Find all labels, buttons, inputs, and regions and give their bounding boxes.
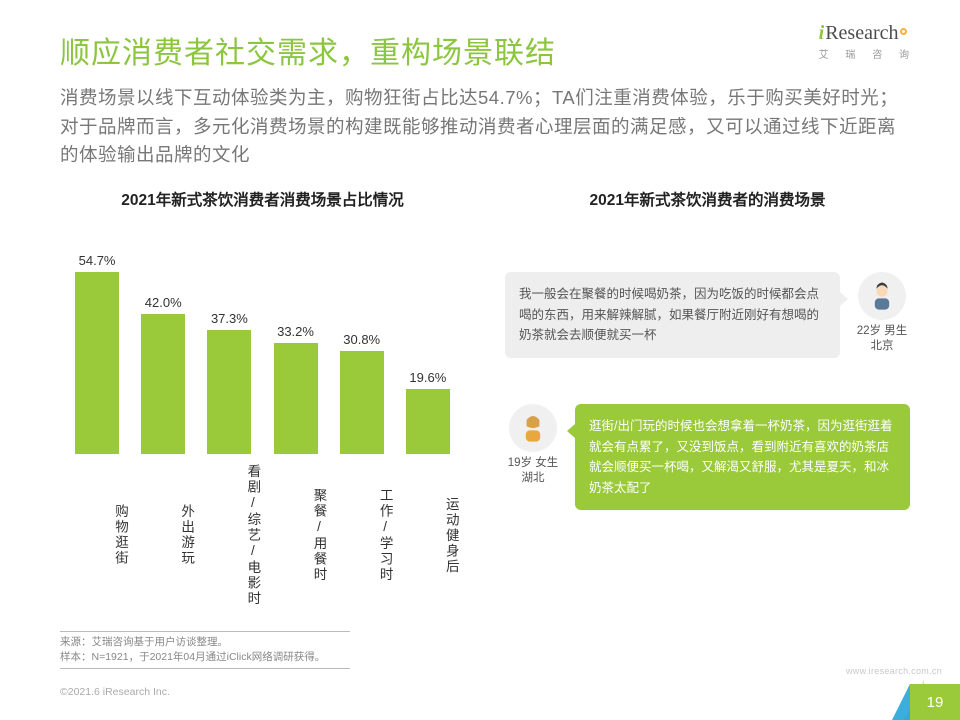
persona-1-avatar-col: 22岁 男生 北京 xyxy=(854,272,910,354)
persona-1-age: 22岁 男生 xyxy=(857,324,908,339)
x-axis-label: 看剧/综艺/电影时 xyxy=(196,464,262,607)
chart-column: 2021年新式茶饮消费者消费场景占比情况 54.7% 42.0% 37.3% 33.2… xyxy=(60,188,465,556)
bar-rect xyxy=(75,272,119,454)
x-axis-label: 聚餐/用餐时 xyxy=(263,464,329,607)
logo-dot-icon xyxy=(900,28,907,35)
bar-rect xyxy=(406,389,450,454)
bar-4: 30.8% xyxy=(329,332,395,454)
x-axis-label: 外出游玩 xyxy=(130,464,196,607)
bar-2: 37.3% xyxy=(196,311,262,454)
page-number: 19 xyxy=(910,684,960,720)
corner-decoration-icon xyxy=(892,684,910,720)
bar-value-label: 54.7% xyxy=(79,253,116,268)
page-subtitle: 消费场景以线下互动体验类为主，购物狂街占比达54.7%；TA们注重消费体验，乐于… xyxy=(60,84,910,170)
bar-value-label: 33.2% xyxy=(277,324,314,339)
bar-chart: 54.7%42.0%37.3%33.2%30.8%19.6% 购物逛街外出游玩看… xyxy=(60,244,465,544)
logo-text: Research xyxy=(825,22,898,45)
source-line-2: 样本：N=1921，于2021年04月通过iClick网络调研获得。 xyxy=(60,650,350,666)
bar-rect xyxy=(141,314,185,454)
content-row: 2021年新式茶饮消费者消费场景占比情况 54.7% 42.0% 37.3% 33.2… xyxy=(60,188,910,556)
persona-2: 19岁 女生 湖北 逛街/出门玩的时候也会想拿着一杯奶茶，因为逛街逛着就会有点累… xyxy=(505,404,910,511)
persona-2-quote: 逛街/出门玩的时候也会想拿着一杯奶茶，因为逛街逛着就会有点累了，又没到饭点，看到… xyxy=(575,404,910,511)
bar-value-label: 30.8% xyxy=(343,332,380,347)
bar-3: 33.2% xyxy=(263,324,329,454)
bar-rect xyxy=(274,343,318,454)
persona-2-avatar-col: 19岁 女生 湖北 xyxy=(505,404,561,486)
persona-2-city: 湖北 xyxy=(522,471,545,486)
page-title: 顺应消费者社交需求，重构场景联结 xyxy=(60,28,910,72)
source-note: 来源：艾瑞咨询基于用户访谈整理。 样本：N=1921，于2021年04月通过iC… xyxy=(60,629,350,673)
persona-1-city: 北京 xyxy=(871,339,894,354)
persona-1-quote: 我一般会在聚餐的时候喝奶茶，因为吃饭的时候都会点喝的东西，用来解辣解腻，如果餐厅… xyxy=(505,272,840,358)
female-avatar-icon xyxy=(509,404,557,452)
copyright: ©2021.6 iResearch Inc. xyxy=(60,686,170,698)
chart-title: 2021年新式茶饮消费者消费场景占比情况 xyxy=(60,188,465,210)
logo-subtitle: 艾 瑞 咨 询 xyxy=(819,46,916,61)
bar-rect xyxy=(207,330,251,454)
slide: i Research 艾 瑞 咨 询 顺应消费者社交需求，重构场景联结 消费场景… xyxy=(0,0,960,720)
persona-column: 2021年新式茶饮消费者的消费场景 我一般会在聚餐的时候喝奶茶，因为吃饭的时候都… xyxy=(505,188,910,556)
persona-1: 我一般会在聚餐的时候喝奶茶，因为吃饭的时候都会点喝的东西，用来解辣解腻，如果餐厅… xyxy=(505,272,910,358)
right-title: 2021年新式茶饮消费者的消费场景 xyxy=(505,188,910,210)
footer-url: www.iresearch.com.cn xyxy=(846,666,942,676)
bar-value-label: 42.0% xyxy=(145,295,182,310)
x-axis-label: 运动健身后 xyxy=(395,464,461,607)
x-axis-label: 购物逛街 xyxy=(64,464,130,607)
bar-value-label: 37.3% xyxy=(211,311,248,326)
persona-2-age: 19岁 女生 xyxy=(508,456,559,471)
bar-0: 54.7% xyxy=(64,253,130,454)
bar-1: 42.0% xyxy=(130,295,196,454)
bar-5: 19.6% xyxy=(395,370,461,454)
logo: i Research 艾 瑞 咨 询 xyxy=(819,22,916,61)
source-line-1: 来源：艾瑞咨询基于用户访谈整理。 xyxy=(60,635,350,651)
x-axis-label: 工作/学习时 xyxy=(329,464,395,607)
bar-rect xyxy=(340,351,384,454)
male-avatar-icon xyxy=(858,272,906,320)
bar-value-label: 19.6% xyxy=(409,370,446,385)
logo-i: i xyxy=(819,22,825,45)
